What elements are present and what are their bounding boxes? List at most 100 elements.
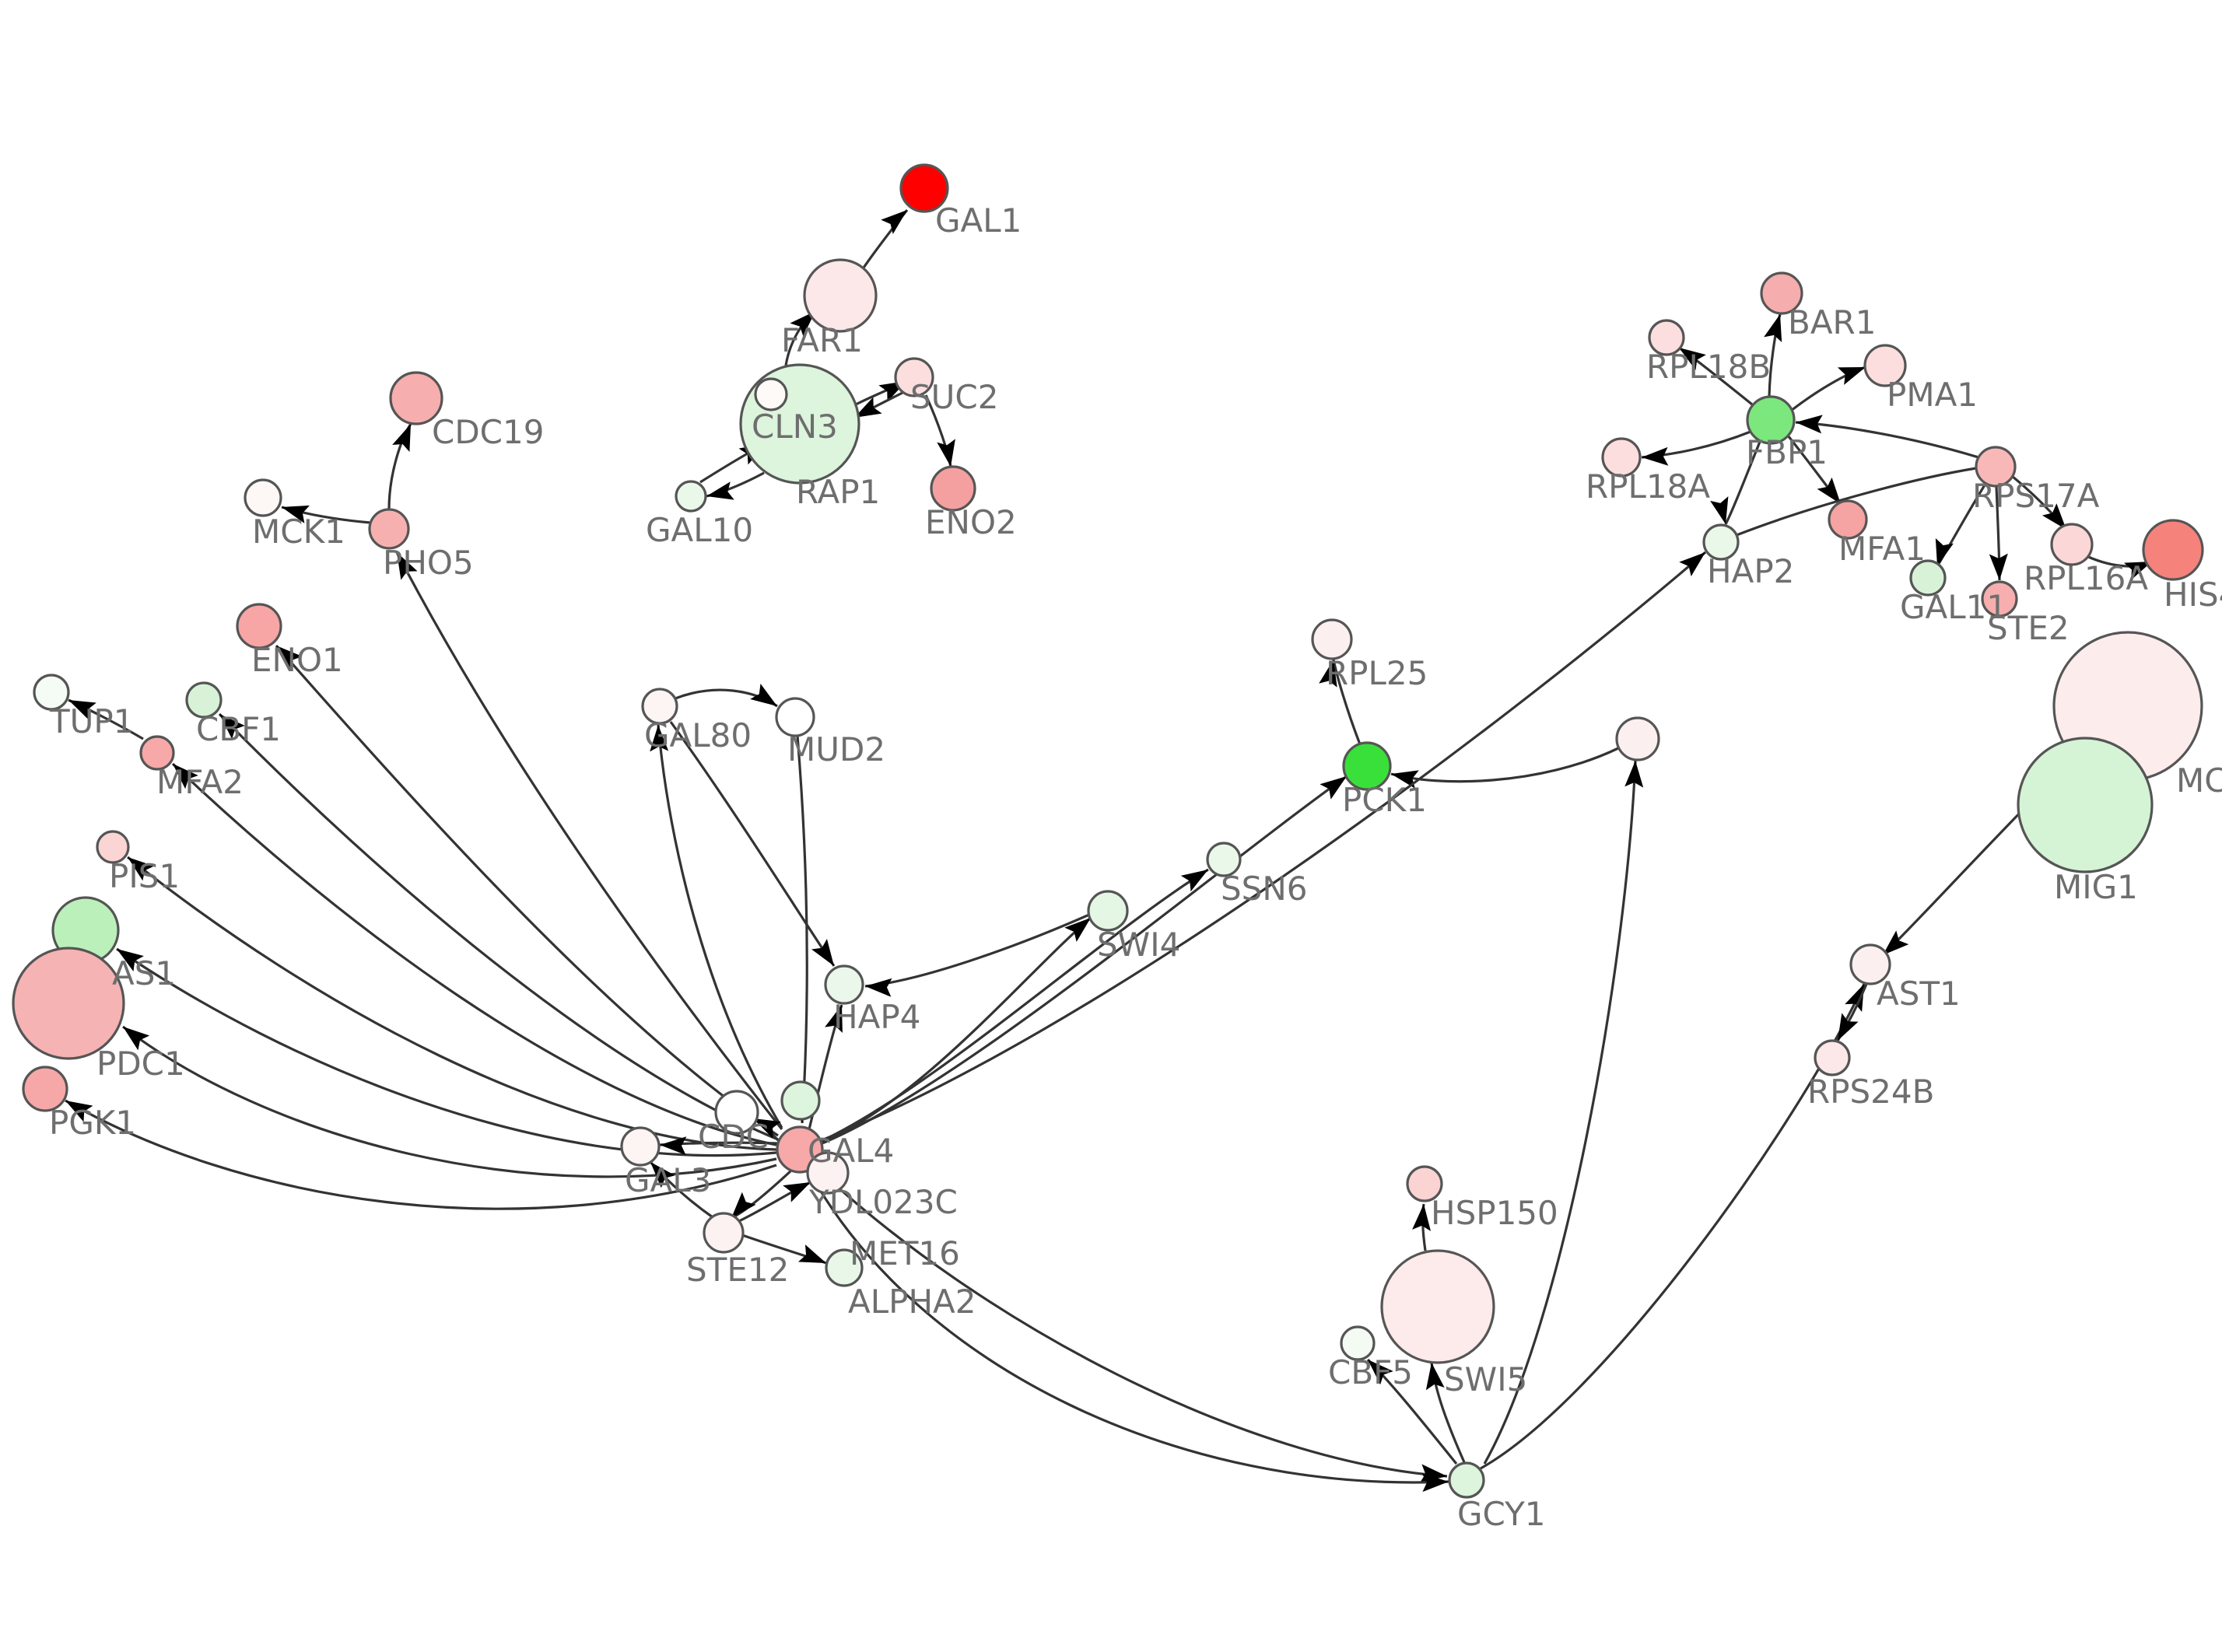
edge-GCY1-to-NODE_A [1483,760,1637,1465]
node-MFA1[interactable] [1828,499,1868,540]
node-STE12[interactable] [703,1212,745,1254]
node-SWI4[interactable] [1087,890,1129,932]
node-label-CDC: CDC [698,1118,769,1156]
node-label-PDC1: PDC1 [96,1045,185,1083]
node-CBF1[interactable] [185,681,223,719]
node-CDC[interactable] [714,1090,759,1135]
node-GAL3[interactable] [620,1126,661,1167]
arrowhead-icon [117,949,144,971]
edge-layer [65,209,2153,1493]
node-HAP2[interactable] [1702,523,1740,561]
arrowhead-icon [650,1162,675,1188]
edge-MUD2-to-GAL4 [796,735,808,1124]
node-label-GAL10: GAL10 [646,511,753,549]
arrowhead-icon [123,1027,150,1051]
node-RPL25[interactable] [1311,618,1353,660]
node-HIS4[interactable] [2142,519,2204,581]
node-label-RPL16A: RPL16A [2024,559,2148,597]
arrowhead-icon [392,424,411,453]
node-PDC1[interactable] [12,947,125,1060]
edge-GAL4-to-GAL80 [657,724,783,1129]
node-label-PHO5: PHO5 [383,544,474,582]
edge-GAL4-to-SWI4 [818,916,1092,1145]
node-layer[interactable] [12,163,2204,1499]
node-MCK1[interactable] [244,478,282,517]
node-GAL11[interactable] [1909,559,1947,597]
edge-GAL4-to-PHO5 [395,551,783,1130]
arrowhead-icon [1412,1204,1431,1231]
edge-GAL4-to-ENO1 [275,644,779,1137]
arrowhead-icon [790,311,815,337]
node-PCK1[interactable] [1342,741,1392,791]
node-GAL1[interactable] [899,163,949,213]
node-YDL023C[interactable] [806,1151,850,1195]
edge-NODE_A-to-PCK1 [1390,747,1619,783]
node-label-TUP1: TUP1 [49,702,134,740]
node-RPL18A[interactable] [1601,437,1642,478]
node-label-GCY1: GCY1 [1457,1495,1546,1533]
arrowhead-icon [706,481,734,500]
node-STE2[interactable] [1981,580,2018,618]
node-label-MIG1: MIG1 [2054,868,2138,906]
node-label-HSP150: HSP150 [1431,1194,1558,1232]
node-label-GAL4: GAL4 [808,1132,894,1170]
node-label-FBP1: FBP1 [1746,433,1828,471]
arrowhead-icon [128,857,155,881]
node-label-MET16: MET16 [850,1234,960,1272]
node-label-MCM1: MCM1 [2176,761,2222,800]
node-NODE_A[interactable] [1615,716,1660,761]
node-BAR1[interactable] [1760,271,1803,315]
node-RAP1[interactable] [754,377,788,411]
node-TUP1[interactable] [33,674,70,711]
arrowhead-icon [1817,477,1841,504]
arrowhead-icon [881,210,907,235]
node-SUC2[interactable] [894,357,934,397]
node-label-ALPHA2: ALPHA2 [848,1283,976,1321]
node-SSN6[interactable] [1206,842,1242,877]
node-label-MUD2: MUD2 [787,730,885,768]
node-label-STE12: STE12 [686,1251,789,1289]
node-AST1[interactable] [1849,943,1891,985]
node-HSP150[interactable] [1406,1165,1443,1202]
node-GAL10[interactable] [675,480,707,513]
edge-GAL4-to-PGK1 [65,1099,777,1210]
node-PIS1[interactable] [96,830,130,864]
node-PHO5[interactable] [368,508,410,550]
node-RPL16A[interactable] [2050,523,2094,566]
node-label-GAL3: GAL3 [625,1161,711,1199]
arrowhead-icon [825,1005,843,1034]
arrowhead-icon [1421,1473,1449,1493]
node-MUD2[interactable] [775,697,815,737]
node-SWI5[interactable] [1380,1249,1495,1364]
node-GAL80[interactable] [641,688,678,725]
node-HUBG[interactable] [780,1080,821,1121]
node-label-AST1: AST1 [1877,975,1961,1013]
node-RPL18B[interactable] [1648,319,1685,356]
node-label-MFA2: MFA2 [156,763,244,801]
node-MFA2[interactable] [139,735,175,771]
arrowhead-icon [1624,761,1644,788]
node-RPS17A[interactable] [1975,446,2017,488]
node-label-BAR1: BAR1 [1788,303,1876,341]
node-FAR1[interactable] [803,258,878,333]
arrowhead-icon [1989,553,2008,580]
node-label-HAP4: HAP4 [833,998,920,1036]
node-ENO1[interactable] [236,603,282,649]
node-CDC19[interactable] [389,371,443,425]
node-PGK1[interactable] [22,1066,68,1112]
node-label-CLN3: CLN3 [752,408,838,446]
arrowhead-icon [811,939,834,966]
node-RPS24B[interactable] [1814,1039,1851,1076]
node-PMA1[interactable] [1863,344,1907,387]
node-HAP4[interactable] [824,964,864,1005]
node-ALPHA2[interactable] [825,1248,864,1287]
arrowhead-icon [1642,446,1669,466]
node-label-STE2: STE2 [1987,609,2070,647]
node-ENO2[interactable] [930,465,976,512]
node-GCY1[interactable] [1448,1461,1485,1499]
node-CBF5[interactable] [1340,1325,1376,1361]
node-FBP1[interactable] [1746,395,1796,445]
label-layer: GAL1 FAR1 SUC2 CLN3 RAP1 ENO2 GAL10 CDC19 MCK1 PH… [49,201,2222,1533]
node-MIG1[interactable] [2017,737,2154,873]
